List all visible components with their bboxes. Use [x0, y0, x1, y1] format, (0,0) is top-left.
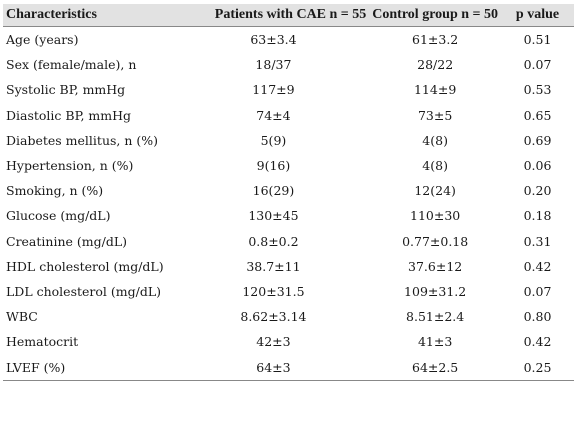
table-cell: Glucose (mg/dL) — [6, 208, 111, 224]
table-cell: 0.69 — [523, 132, 552, 148]
table-cell: 74±4 — [256, 107, 291, 123]
table-cell: 37.6±12 — [408, 258, 463, 274]
table-header: Characteristics Patients with CAE n = 55 C… — [3, 4, 574, 27]
table-cell: Hypertension, n (%) — [6, 158, 134, 174]
table-cell: 73±5 — [417, 107, 453, 123]
table-row: LVEF (%) 64±3 64±2.5 0.25 — [3, 354, 574, 381]
table-cell: Hematocrit — [6, 334, 79, 350]
table-cell: 110±30 — [410, 208, 461, 224]
table-row: WBC 8.62±3.14 8.51±2.4 0.80 — [3, 304, 574, 329]
table-cell: 109±31.2 — [404, 283, 467, 299]
table-cell: 9(16) — [256, 158, 291, 174]
table-cell: 63±3.4 — [250, 32, 297, 48]
table-cell: 0.80 — [523, 309, 552, 325]
table-cell: 41±3 — [417, 334, 453, 350]
table-cell: Diastolic BP, mmHg — [6, 107, 132, 123]
table-cell: 64±3 — [177, 354, 370, 381]
table-cell: 0.31 — [523, 233, 552, 249]
table-row: Smoking, n (%) 16(29) 12(24) 0.20 — [3, 178, 574, 203]
header-cell: Patients with CAE n = 55 — [177, 4, 370, 27]
table-row: Hematocrit 42±3 41±3 0.42 — [3, 329, 574, 354]
table-cell: 120±31.5 — [242, 283, 305, 299]
table-cell: 61±3.2 — [412, 32, 459, 48]
table-cell: LDL cholesterol (mg/dL) — [6, 283, 161, 299]
table-row: Diabetes mellitus, n (%) 5(9) 4(8) 0.69 — [3, 128, 574, 153]
table-cell: 4(8) — [422, 132, 448, 148]
table-cell: Age (years) — [6, 32, 79, 48]
table-cell: Creatinine (mg/dL) — [6, 233, 128, 249]
table-cell: Sex (female/male), n — [6, 57, 137, 73]
table-row: Glucose (mg/dL) 130±45 110±30 0.18 — [3, 203, 574, 228]
table-cell: 0.20 — [523, 183, 552, 199]
table-cell: 4(8) — [422, 158, 448, 174]
table-cell: 8.62±3.14 — [240, 309, 307, 325]
table-cell: 0.8±0.2 — [248, 233, 299, 249]
header-row: Characteristics Patients with CAE n = 55 C… — [3, 4, 574, 27]
table-cell: 28/22 — [417, 57, 454, 73]
table-cell: Smoking, n (%) — [6, 183, 104, 199]
table-row: Creatinine (mg/dL) 0.8±0.2 0.77±0.18 0.31 — [3, 229, 574, 254]
table-row: Systolic BP, mmHg 117±9 114±9 0.53 — [3, 77, 574, 102]
table-cell: 0.53 — [523, 82, 552, 98]
table-cell: 16(29) — [252, 183, 295, 199]
table-cell: 18/37 — [255, 57, 292, 73]
table-cell: 5(9) — [260, 132, 287, 148]
table-cell: 130±45 — [248, 208, 299, 224]
table-cell: 0.07 — [523, 57, 552, 73]
table-row: LDL cholesterol (mg/dL) 120±31.5 109±31.2 0… — [3, 279, 574, 304]
table-cell: Diabetes mellitus, n (%) — [6, 132, 159, 148]
table-body: Age (years) 63±3.4 61±3.2 0.51 Sex (female/m… — [3, 27, 574, 381]
table-cell: 0.07 — [523, 283, 552, 299]
table-cell: 12(24) — [414, 183, 456, 199]
table-cell: 0.18 — [523, 208, 552, 224]
table-cell: 0.06 — [523, 158, 552, 174]
table-cell: 117±9 — [252, 82, 295, 98]
header-cell: Characteristics — [3, 4, 178, 27]
table-cell: LVEF (%) — [3, 354, 178, 381]
table-row: Age (years) 63±3.4 61±3.2 0.51 — [3, 27, 574, 53]
header-cell: p value — [501, 4, 574, 27]
table-cell: 0.42 — [523, 334, 552, 350]
table-cell: 0.42 — [523, 258, 552, 274]
table-cell: 42±3 — [256, 334, 291, 350]
table-row: Diastolic BP, mmHg 74±4 73±5 0.65 — [3, 103, 574, 128]
table-row: Hypertension, n (%) 9(16) 4(8) 0.06 — [3, 153, 574, 178]
table-cell: HDL cholesterol (mg/dL) — [6, 258, 164, 274]
data-table: Characteristics Patients with CAE n = 55 C… — [3, 4, 574, 381]
table-cell: 0.25 — [501, 354, 574, 381]
table-container: Characteristics Patients with CAE n = 55 C… — [3, 4, 574, 381]
table-cell: 0.77±0.18 — [402, 233, 469, 249]
table-cell: WBC — [6, 309, 38, 325]
table-cell: 8.51±2.4 — [406, 309, 465, 325]
table-row: Sex (female/male), n 18/37 28/22 0.07 — [3, 52, 574, 77]
table-cell: 114±9 — [413, 82, 457, 98]
table-cell: 38.7±11 — [246, 258, 301, 274]
table-cell: 64±2.5 — [369, 354, 501, 381]
header-cell: Control group n = 50 — [369, 4, 501, 27]
table-cell: Systolic BP, mmHg — [6, 82, 126, 98]
table-cell: 0.65 — [523, 107, 552, 123]
table-cell: 0.51 — [523, 32, 552, 48]
table-row: HDL cholesterol (mg/dL) 38.7±11 37.6±12 0.4… — [3, 254, 574, 279]
